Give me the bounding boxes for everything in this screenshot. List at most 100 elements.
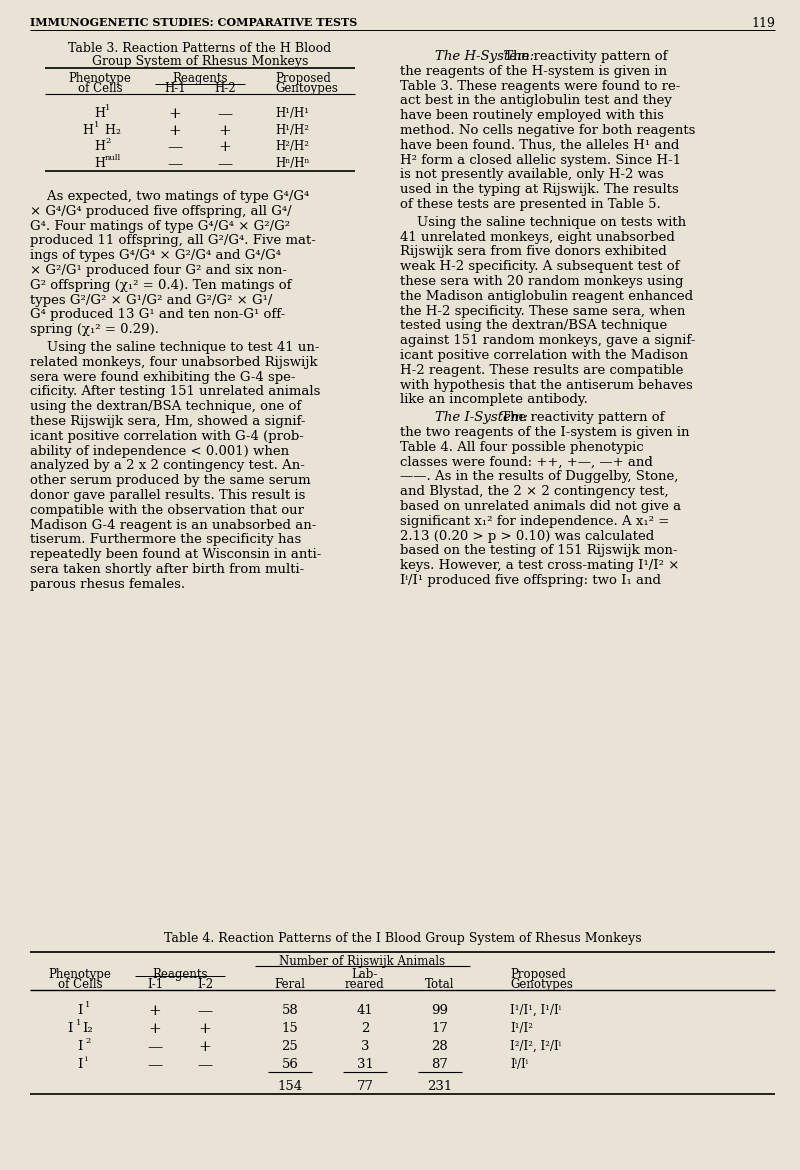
- Text: the Madison antiglobulin reagent enhanced: the Madison antiglobulin reagent enhance…: [400, 290, 693, 303]
- Text: Group System of Rhesus Monkeys: Group System of Rhesus Monkeys: [92, 55, 308, 68]
- Text: spring (χ₁² = 0.29).: spring (χ₁² = 0.29).: [30, 323, 159, 336]
- Text: +: +: [149, 1023, 162, 1035]
- Text: H²/H²: H²/H²: [275, 140, 309, 153]
- Text: Table 4. All four possible phenotypic: Table 4. All four possible phenotypic: [400, 441, 644, 454]
- Text: I: I: [78, 1040, 82, 1053]
- Text: these Rijswijk sera, Hm, showed a signif-: these Rijswijk sera, Hm, showed a signif…: [30, 415, 306, 428]
- Text: of these tests are presented in Table 5.: of these tests are presented in Table 5.: [400, 198, 661, 211]
- Text: 231: 231: [427, 1080, 453, 1093]
- Text: 41 unrelated monkeys, eight unabsorbed: 41 unrelated monkeys, eight unabsorbed: [400, 230, 675, 243]
- Text: method. No cells negative for both reagents: method. No cells negative for both reage…: [400, 124, 695, 137]
- Text: Total: Total: [426, 978, 454, 991]
- Text: classes were found: ++, +—, —+ and: classes were found: ++, +—, —+ and: [400, 455, 653, 469]
- Text: these sera with 20 random monkeys using: these sera with 20 random monkeys using: [400, 275, 683, 288]
- Text: I: I: [67, 1023, 73, 1035]
- Text: H: H: [94, 140, 106, 153]
- Text: —: —: [147, 1058, 162, 1072]
- Text: +: +: [169, 124, 182, 138]
- Text: +: +: [149, 1004, 162, 1018]
- Text: The reactivity pattern of: The reactivity pattern of: [497, 411, 665, 425]
- Text: I¹/I¹, I¹/Iⁱ: I¹/I¹, I¹/Iⁱ: [510, 1004, 561, 1017]
- Text: the H-2 specificity. These same sera, when: the H-2 specificity. These same sera, wh…: [400, 304, 686, 317]
- Text: 25: 25: [282, 1040, 298, 1053]
- Text: have been routinely employed with this: have been routinely employed with this: [400, 109, 664, 122]
- Text: H¹/H²: H¹/H²: [275, 124, 309, 137]
- Text: of Cells: of Cells: [58, 978, 102, 991]
- Text: related monkeys, four unabsorbed Rijswijk: related monkeys, four unabsorbed Rijswij…: [30, 356, 318, 369]
- Text: H₂: H₂: [101, 124, 121, 137]
- Text: —: —: [218, 157, 233, 171]
- Text: H: H: [82, 124, 94, 137]
- Text: parous rhesus females.: parous rhesus females.: [30, 578, 185, 591]
- Text: sera taken shortly after birth from multi-: sera taken shortly after birth from mult…: [30, 563, 304, 576]
- Text: 58: 58: [282, 1004, 298, 1017]
- Text: 56: 56: [282, 1058, 298, 1071]
- Text: based on unrelated animals did not give a: based on unrelated animals did not give …: [400, 500, 681, 512]
- Text: Iⁱ/I¹ produced five offspring: two I₁ and: Iⁱ/I¹ produced five offspring: two I₁ an…: [400, 574, 661, 587]
- Text: —: —: [167, 140, 182, 154]
- Text: I: I: [78, 1004, 82, 1017]
- Text: G² offspring (χ₁² = 0.4). Ten matings of: G² offspring (χ₁² = 0.4). Ten matings of: [30, 278, 291, 291]
- Text: reared: reared: [345, 978, 385, 991]
- Text: types G²/G² × G¹/G² and G²/G² × G¹/: types G²/G² × G¹/G² and G²/G² × G¹/: [30, 294, 272, 307]
- Text: —: —: [167, 157, 182, 171]
- Text: Using the saline technique on tests with: Using the saline technique on tests with: [400, 215, 686, 229]
- Text: I₂: I₂: [82, 1023, 93, 1035]
- Text: weak H-2 specificity. A subsequent test of: weak H-2 specificity. A subsequent test …: [400, 260, 679, 274]
- Text: null: null: [105, 154, 122, 161]
- Text: compatible with the observation that our: compatible with the observation that our: [30, 504, 304, 517]
- Text: Proposed: Proposed: [510, 968, 566, 980]
- Text: 1: 1: [105, 104, 110, 112]
- Text: the two reagents of the I-system is given in: the two reagents of the I-system is give…: [400, 426, 690, 439]
- Text: ——. As in the results of Duggelby, Stone,: ——. As in the results of Duggelby, Stone…: [400, 470, 678, 483]
- Text: Rijswijk sera from five donors exhibited: Rijswijk sera from five donors exhibited: [400, 246, 666, 259]
- Text: the reagents of the H-system is given in: the reagents of the H-system is given in: [400, 64, 667, 77]
- Text: 119: 119: [751, 18, 775, 30]
- Text: I¹/I²: I¹/I²: [510, 1023, 533, 1035]
- Text: H: H: [94, 157, 106, 170]
- Text: +: +: [169, 106, 182, 121]
- Text: 15: 15: [282, 1023, 298, 1035]
- Text: 87: 87: [431, 1058, 449, 1071]
- Text: tested using the dextran/BSA technique: tested using the dextran/BSA technique: [400, 319, 667, 332]
- Text: Table 3. These reagents were found to re-: Table 3. These reagents were found to re…: [400, 80, 680, 92]
- Text: +: +: [218, 124, 231, 138]
- Text: Number of Rijswijk Animals: Number of Rijswijk Animals: [279, 955, 446, 968]
- Text: Phenotype: Phenotype: [49, 968, 111, 980]
- Text: +: +: [218, 140, 231, 154]
- Text: —: —: [198, 1058, 213, 1072]
- Text: of Cells: of Cells: [78, 82, 122, 95]
- Text: 31: 31: [357, 1058, 374, 1071]
- Text: H: H: [94, 106, 106, 121]
- Text: i: i: [85, 1055, 88, 1064]
- Text: I-1: I-1: [147, 978, 163, 991]
- Text: 28: 28: [432, 1040, 448, 1053]
- Text: like an incomplete antibody.: like an incomplete antibody.: [400, 393, 588, 406]
- Text: 1: 1: [94, 121, 99, 129]
- Text: produced 11 offspring, all G²/G⁴. Five mat-: produced 11 offspring, all G²/G⁴. Five m…: [30, 234, 316, 247]
- Text: 2: 2: [85, 1037, 90, 1045]
- Text: Gentoypes: Gentoypes: [275, 82, 338, 95]
- Text: 2: 2: [105, 137, 110, 145]
- Text: H-2 reagent. These results are compatible: H-2 reagent. These results are compatibl…: [400, 364, 683, 377]
- Text: act best in the antiglobulin test and they: act best in the antiglobulin test and th…: [400, 95, 672, 108]
- Text: have been found. Thus, the alleles H¹ and: have been found. Thus, the alleles H¹ an…: [400, 139, 679, 152]
- Text: Proposed: Proposed: [275, 73, 331, 85]
- Text: The H-System:: The H-System:: [418, 50, 534, 63]
- Text: Using the saline technique to test 41 un-: Using the saline technique to test 41 un…: [30, 340, 319, 355]
- Text: 154: 154: [278, 1080, 302, 1093]
- Text: is not presently available, only H-2 was: is not presently available, only H-2 was: [400, 168, 664, 181]
- Text: icant positive correlation with the Madison: icant positive correlation with the Madi…: [400, 349, 688, 362]
- Text: significant x₁² for independence. A x₁² =: significant x₁² for independence. A x₁² …: [400, 515, 670, 528]
- Text: icant positive correlation with G-4 (prob-: icant positive correlation with G-4 (pro…: [30, 429, 304, 442]
- Text: 3: 3: [361, 1040, 370, 1053]
- Text: H¹/H¹: H¹/H¹: [275, 106, 309, 121]
- Text: +: +: [198, 1023, 211, 1035]
- Text: 2: 2: [361, 1023, 369, 1035]
- Text: H-1: H-1: [164, 82, 186, 95]
- Text: IMMUNOGENETIC STUDIES: COMPARATIVE TESTS: IMMUNOGENETIC STUDIES: COMPARATIVE TESTS: [30, 18, 358, 28]
- Text: donor gave parallel results. This result is: donor gave parallel results. This result…: [30, 489, 306, 502]
- Text: I-2: I-2: [197, 978, 213, 991]
- Text: —: —: [147, 1040, 162, 1054]
- Text: Lab-: Lab-: [352, 968, 378, 980]
